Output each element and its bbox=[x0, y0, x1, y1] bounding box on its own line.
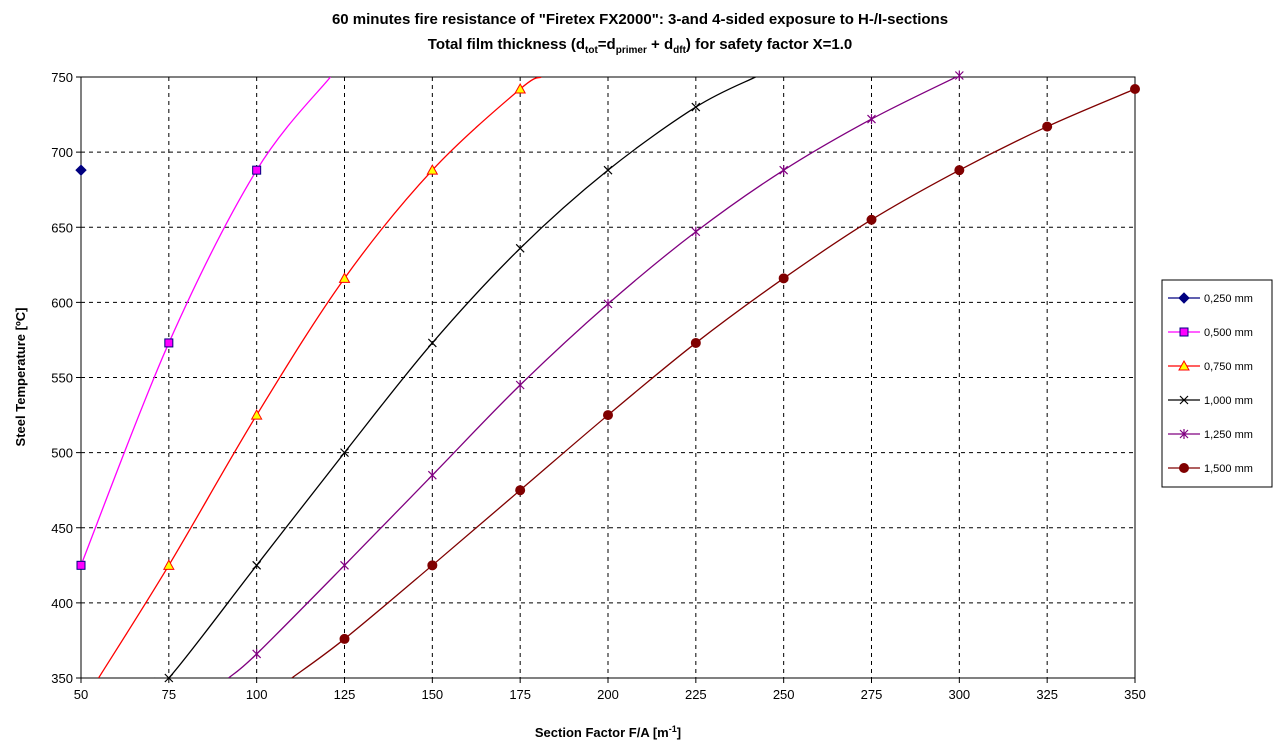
data-point-1-000-mm bbox=[691, 102, 701, 112]
legend-label-0-250-mm: 0,250 mm bbox=[1204, 293, 1253, 305]
data-point-1-000-mm bbox=[603, 165, 613, 175]
data-point-0-500-mm bbox=[252, 165, 262, 175]
x-tick-label: 325 bbox=[1036, 687, 1058, 702]
x-tick-label: 350 bbox=[1124, 687, 1146, 702]
data-point-1-250-mm bbox=[691, 226, 701, 237]
data-point-0-250-mm bbox=[75, 164, 87, 176]
data-point-1-500-mm bbox=[427, 560, 438, 571]
data-point-1-500-mm bbox=[1130, 84, 1140, 95]
data-point-1-250-mm bbox=[603, 298, 613, 309]
data-point-1-500-mm bbox=[690, 337, 701, 348]
x-tick-label: 275 bbox=[861, 687, 883, 702]
y-tick-label: 450 bbox=[51, 521, 73, 536]
data-point-1-500-mm bbox=[515, 485, 526, 496]
data-point-1-250-mm bbox=[427, 470, 437, 481]
y-tick-label: 600 bbox=[51, 295, 73, 310]
legend-label-1-250-mm: 1,250 mm bbox=[1204, 429, 1253, 441]
legend-marker-1-000-mm bbox=[1179, 395, 1189, 405]
y-axis-title: Steel Temperature [ºC] bbox=[13, 308, 28, 447]
series-line-1-250-mm bbox=[228, 77, 958, 678]
data-point-1-250-mm bbox=[779, 165, 789, 176]
data-point-0-750-mm bbox=[514, 82, 527, 94]
gridlines bbox=[76, 76, 1136, 683]
data-point-1-500-mm bbox=[866, 214, 877, 225]
x-tick-label: 125 bbox=[334, 687, 356, 702]
legend: 0,250 mm 0,500 mm 0,750 mm 1,000 mm 1,250 mm… bbox=[1161, 279, 1273, 488]
data-point-0-500-mm bbox=[76, 560, 86, 570]
data-point-1-500-mm bbox=[339, 633, 350, 644]
x-tick-label: 250 bbox=[773, 687, 795, 702]
y-tick-label: 550 bbox=[51, 371, 73, 386]
data-point-1-250-mm bbox=[954, 70, 964, 81]
legend-marker-1-500-mm bbox=[1179, 463, 1189, 473]
x-tick-label: 100 bbox=[246, 687, 268, 702]
legend-marker-1-250-mm bbox=[1179, 429, 1189, 439]
chart-title-line2: Total film thickness (dtot=dprimer + ddf… bbox=[428, 36, 852, 56]
data-point-1-250-mm bbox=[515, 380, 525, 391]
data-point-1-250-mm bbox=[867, 114, 876, 125]
series-line-0-500-mm bbox=[81, 77, 331, 566]
x-tick-label: 175 bbox=[509, 687, 531, 702]
y-tick-label: 750 bbox=[51, 70, 73, 85]
y-tick-label: 700 bbox=[51, 145, 73, 160]
legend-label-1-500-mm: 1,500 mm bbox=[1204, 463, 1253, 475]
chart-title-line1: 60 minutes fire resistance of "Firetex F… bbox=[332, 11, 948, 28]
x-axis-title: Section Factor F/A [m-1] bbox=[535, 724, 681, 740]
data-point-1-000-mm bbox=[252, 560, 262, 570]
legend-label-1-000-mm: 1,000 mm bbox=[1204, 395, 1253, 407]
data-point-1-500-mm bbox=[603, 410, 613, 421]
x-tick-label: 75 bbox=[162, 687, 176, 702]
legend-label-0-500-mm: 0,500 mm bbox=[1204, 327, 1253, 339]
y-tick-label: 350 bbox=[51, 671, 73, 686]
data-point-1-500-mm bbox=[954, 165, 965, 176]
data-point-1-250-mm bbox=[252, 648, 262, 659]
legend-box bbox=[1161, 279, 1273, 488]
legend-marker-0-750-mm bbox=[1178, 359, 1190, 371]
legend-label-0-750-mm: 0,750 mm bbox=[1204, 361, 1253, 373]
data-point-1-000-mm bbox=[515, 243, 525, 253]
y-tick-label: 400 bbox=[51, 596, 73, 611]
data-point-1-000-mm bbox=[427, 338, 437, 348]
x-tick-label: 150 bbox=[421, 687, 443, 702]
data-point-1-000-mm bbox=[164, 673, 174, 683]
x-tick-label: 50 bbox=[74, 687, 88, 702]
y-tick-label: 650 bbox=[51, 220, 73, 235]
x-tick-label: 225 bbox=[685, 687, 707, 702]
plot-area bbox=[81, 77, 1135, 678]
data-point-0-750-mm bbox=[162, 559, 175, 570]
y-tick-label: 500 bbox=[51, 446, 73, 461]
legend-marker-0-250-mm bbox=[1178, 292, 1190, 304]
data-point-0-750-mm bbox=[426, 164, 439, 175]
marker-group bbox=[75, 70, 1140, 683]
legend-marker-0-500-mm bbox=[1179, 327, 1189, 337]
data-point-1-000-mm bbox=[340, 448, 349, 458]
x-tick-label: 200 bbox=[597, 687, 619, 702]
data-point-1-250-mm bbox=[340, 560, 349, 571]
data-point-1-500-mm bbox=[778, 273, 789, 284]
data-point-1-500-mm bbox=[1042, 121, 1053, 132]
tick-labels: 50 75 100 125 150 175 200 225 250 275 300 325 350 350… bbox=[51, 70, 1146, 702]
x-tick-label: 300 bbox=[948, 687, 970, 702]
data-point-0-500-mm bbox=[164, 338, 174, 348]
data-point-0-750-mm bbox=[250, 409, 263, 420]
plot-frame bbox=[80, 76, 1136, 679]
data-point-0-750-mm bbox=[338, 272, 351, 283]
